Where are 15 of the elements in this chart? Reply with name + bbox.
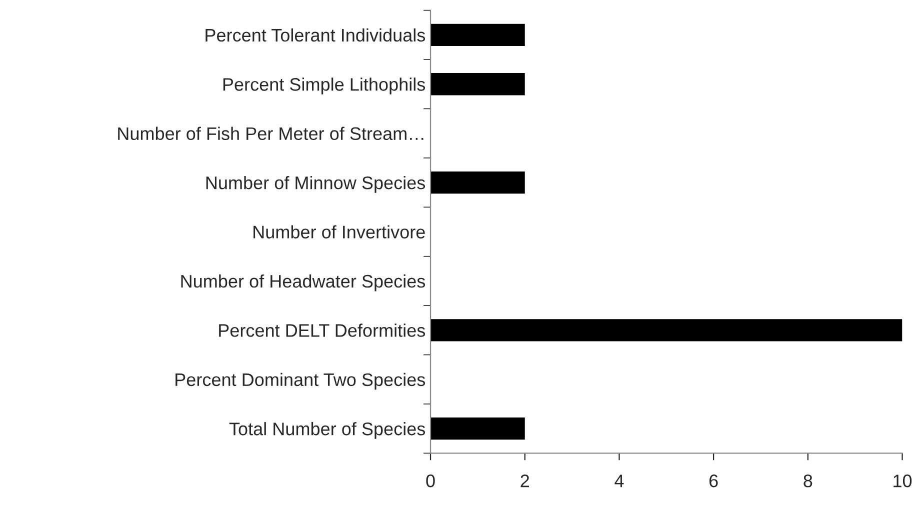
x-tick-label: 10 xyxy=(894,474,912,488)
y-tick-label: Percent Simple Lithophils xyxy=(223,78,426,94)
x-tick-label: 0 xyxy=(426,474,435,488)
x-tick-label: 6 xyxy=(709,474,718,488)
x-tick-label: 2 xyxy=(520,474,529,488)
y-tick-label: Number of Headwater Species xyxy=(181,274,426,292)
x-tick-label: 8 xyxy=(804,474,812,488)
y-tick-label: Total Number of Species xyxy=(229,422,426,439)
y-tick-label: Percent DELT Deformities xyxy=(219,324,426,337)
y-tick-label: Percent Dominant Two Species xyxy=(176,372,426,390)
y-tick-label: Percent Tolerant Individuals xyxy=(206,28,426,42)
x-tick-label: 4 xyxy=(614,474,624,488)
y-tick-label: Number of Minnow Species xyxy=(206,176,426,193)
y-tick-label: Number of Fish Per Meter of Stream… xyxy=(118,126,424,140)
y-tick-label: Number of Invertivore xyxy=(254,225,425,238)
